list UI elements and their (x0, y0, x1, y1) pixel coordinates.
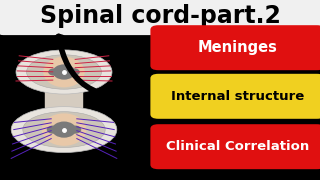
Ellipse shape (69, 126, 81, 134)
Ellipse shape (48, 68, 60, 76)
Ellipse shape (43, 57, 85, 87)
Ellipse shape (23, 112, 105, 147)
FancyBboxPatch shape (150, 25, 320, 70)
Ellipse shape (16, 50, 112, 94)
Ellipse shape (42, 113, 86, 146)
Ellipse shape (53, 64, 75, 80)
Text: Meninges: Meninges (198, 40, 277, 55)
Ellipse shape (11, 107, 117, 152)
Text: Internal structure: Internal structure (171, 90, 304, 103)
Ellipse shape (52, 122, 76, 138)
FancyBboxPatch shape (0, 0, 320, 35)
Ellipse shape (69, 68, 80, 76)
Text: Spinal cord-part.2: Spinal cord-part.2 (40, 4, 280, 28)
Ellipse shape (27, 55, 101, 89)
Text: Clinical Correlation: Clinical Correlation (166, 140, 309, 153)
FancyBboxPatch shape (150, 124, 320, 169)
FancyBboxPatch shape (45, 71, 83, 115)
FancyBboxPatch shape (150, 74, 320, 119)
Ellipse shape (47, 126, 59, 134)
